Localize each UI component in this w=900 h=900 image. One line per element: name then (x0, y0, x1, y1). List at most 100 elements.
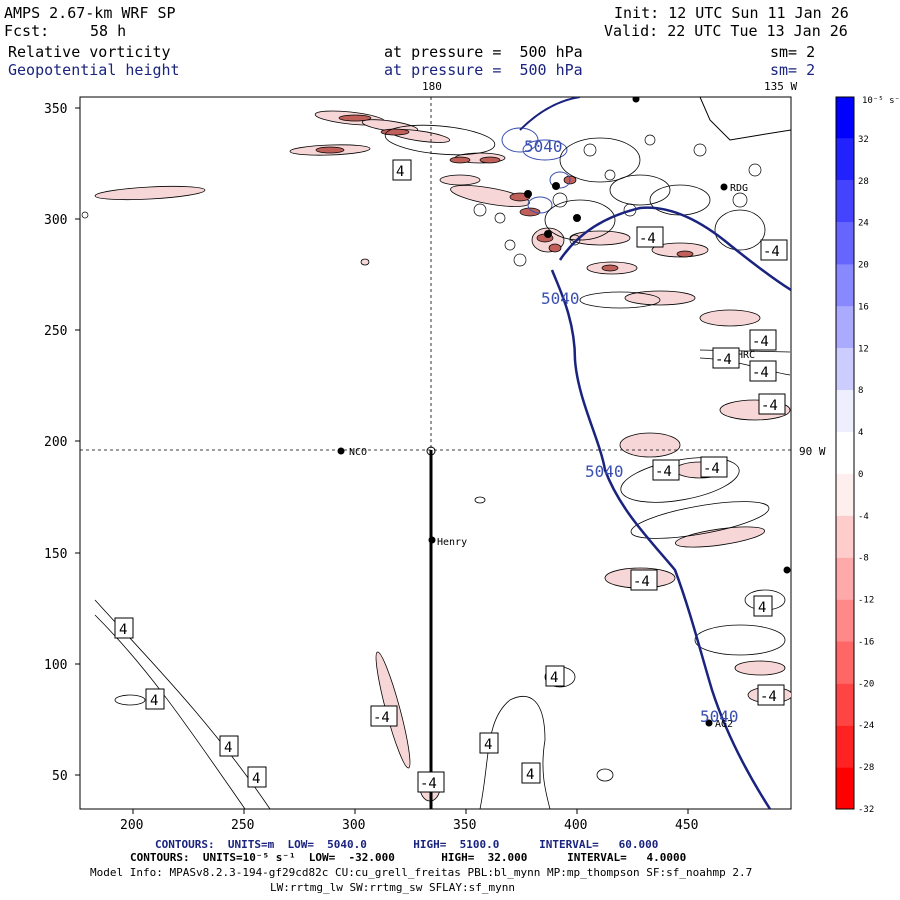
vort-label-box: -4 (417, 771, 445, 793)
field2-smoothing: sm= 2 (770, 61, 816, 79)
svg-text:4: 4 (252, 771, 260, 787)
colorbar-level-label: -32 (858, 805, 874, 815)
svg-text:4: 4 (550, 670, 558, 686)
colorbar-frame (835, 96, 855, 810)
x-tick-label: 400 (564, 818, 587, 833)
svg-text:4: 4 (150, 693, 158, 709)
svg-text:-4: -4 (752, 334, 769, 350)
field1-level: at pressure = 500 hPa (384, 43, 583, 61)
vort-label-box: 4 (114, 617, 134, 639)
svg-text:-4: -4 (655, 464, 672, 480)
field2-name: Geopotential height (8, 61, 180, 79)
station-henry-marker (428, 536, 436, 544)
colorbar-level-label: 20 (858, 261, 869, 271)
vort-label-box: 4 (392, 159, 412, 181)
svg-text:-4: -4 (763, 244, 780, 260)
x-tick-label: 200 (120, 818, 143, 833)
svg-text:4: 4 (119, 622, 127, 638)
forecast-label: Fcst: (4, 22, 50, 40)
colorbar-swatch (836, 599, 854, 642)
height-contour-label: 5040 (524, 137, 563, 156)
station-label: RDG (730, 183, 748, 194)
vort-label-box: -4 (370, 705, 398, 727)
svg-text:-4: -4 (761, 398, 778, 414)
station-label: NCO (349, 447, 367, 458)
colorbar-level-label: -28 (858, 763, 874, 773)
height-contour-5040 (550, 269, 772, 809)
field1-name: Relative vorticity (8, 43, 171, 61)
svg-text:4: 4 (758, 600, 766, 616)
colorbar-swatch (836, 97, 854, 139)
vort-label-box: -4 (758, 393, 786, 415)
vort-label-box: 4 (219, 735, 239, 757)
colorbar-level-label: 24 (858, 219, 869, 229)
height-contour-5040-north (558, 206, 791, 292)
vort-label-box: 4 (145, 688, 165, 710)
cluster-marker-1 (552, 182, 560, 190)
positive-vorticity-contours (501, 127, 571, 214)
vort-label-box: -4 (760, 239, 788, 261)
svg-text:-4: -4 (760, 689, 777, 705)
vort-label-box: -4 (700, 456, 728, 478)
x-tick-label: 250 (231, 818, 254, 833)
y-tick-label: 350 (44, 102, 67, 117)
height-contour-label: 5040 (541, 289, 580, 308)
colorbar-swatch (836, 264, 854, 307)
colorbar-swatch (836, 306, 854, 349)
footer-model-info-2: LW:rrtmg_lw SW:rrtmg_sw SFLAY:sf_mynn (270, 881, 516, 894)
colorbar-swatch (836, 767, 854, 809)
height-contour-labels: 5040 5040 5040 5040 (524, 137, 739, 726)
svg-text:-4: -4 (639, 231, 656, 247)
colorbar-level-label: 28 (858, 177, 869, 187)
colorbar-swatch (836, 138, 854, 181)
svg-text:4: 4 (526, 767, 534, 783)
x-tick-label: 300 (342, 818, 365, 833)
station-top-marker (632, 97, 640, 103)
colorbar-level-label: -24 (858, 721, 874, 731)
svg-text:-4: -4 (703, 461, 720, 477)
colorbar-swatch (836, 180, 854, 223)
colorbar-swatch (836, 515, 854, 558)
cluster-marker-4 (544, 230, 552, 238)
vort-label-box: 4 (545, 665, 565, 687)
colorbar-level-label: -20 (858, 679, 874, 689)
plot-frame (79, 96, 792, 810)
y-tick-label: 300 (44, 213, 67, 228)
x-tick-label: 350 (453, 818, 476, 833)
vort-label-box: 4 (247, 766, 267, 788)
colorbar-swatch (836, 641, 854, 684)
x-tick-label: 450 (675, 818, 698, 833)
svg-text:-4: -4 (715, 352, 732, 368)
svg-text:-4: -4 (633, 574, 650, 590)
y-tick-label: 100 (44, 658, 67, 673)
cross-section-origin (426, 446, 436, 456)
forecast-hour: 58 h (90, 22, 127, 40)
colorbar-level-label: 12 (858, 344, 869, 354)
height-contour-label: 5040 (585, 462, 624, 481)
y-tick-label: 250 (44, 324, 67, 339)
field1-smoothing: sm= 2 (770, 43, 816, 61)
vort-label-box: -4 (652, 459, 680, 481)
station-label: AG2 (715, 719, 733, 730)
colorbar-level-label: -16 (858, 637, 874, 647)
svg-text:-4: -4 (420, 776, 437, 792)
right-label-90w: 90 W (799, 445, 826, 458)
colorbar-level-label: 4 (858, 428, 863, 438)
station-ag2-marker (705, 719, 713, 727)
colorbar-unit: 10⁻⁵ s⁻¹ (862, 96, 900, 106)
cluster-marker-3 (573, 214, 581, 222)
model-title: AMPS 2.67-km WRF SP (4, 4, 176, 22)
station-label: Henry (437, 537, 467, 548)
colorbar-level-label: -8 (858, 554, 869, 564)
svg-text:-4: -4 (752, 365, 769, 381)
vort-label-box: 4 (753, 595, 773, 617)
height-contour-label: 5040 (700, 707, 739, 726)
colorbar-swatch (836, 557, 854, 600)
colorbar-level-label: 8 (858, 386, 863, 396)
colorbar-level-label: -4 (858, 512, 869, 522)
y-tick-label: 200 (44, 435, 67, 450)
colorbar-level-label: 0 (858, 470, 863, 480)
footer-vorticity-contours: CONTOURS: UNITS=10⁻⁵ s⁻¹ LOW= -32.000 HI… (130, 851, 687, 864)
colorbar: 32 28 24 20 16 12 8 4 0 -4 -8 -12 -16 -20 -24 -28 -32 (835, 96, 874, 815)
